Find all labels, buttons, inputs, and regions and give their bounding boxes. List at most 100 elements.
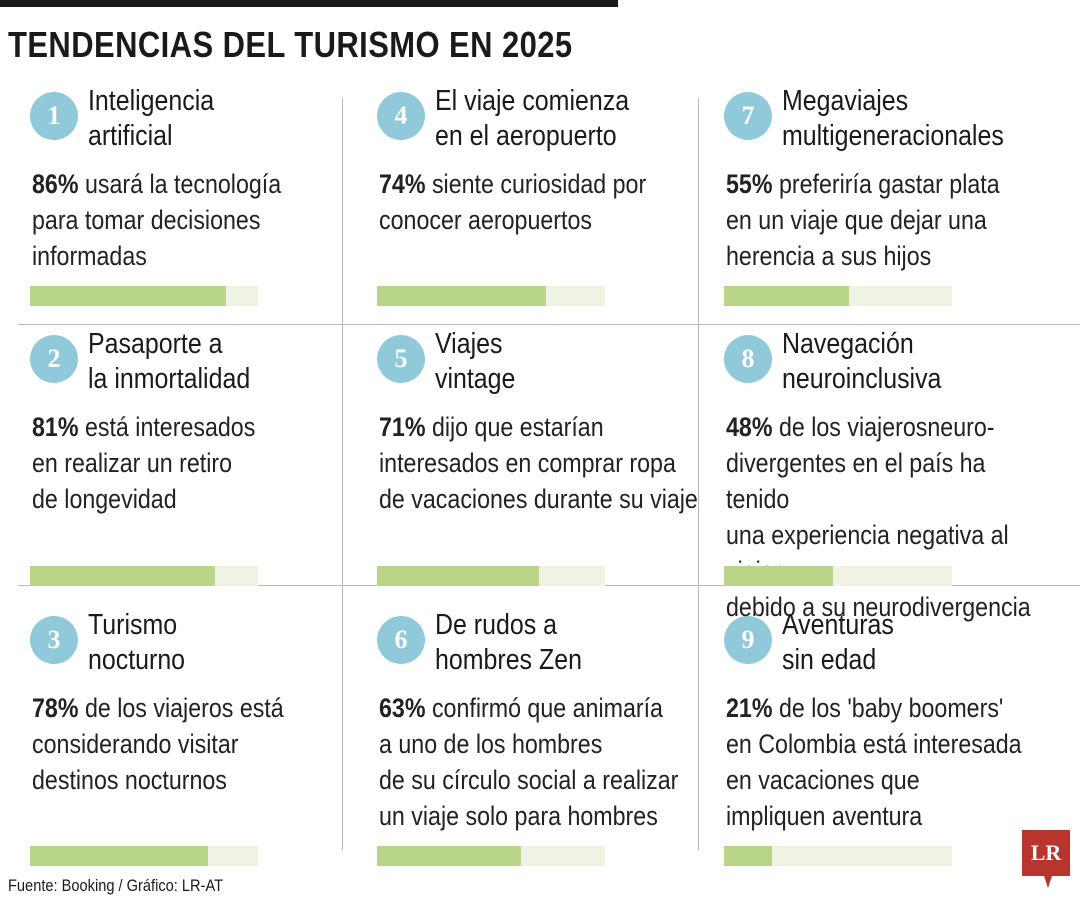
- trend-title-line: sin edad: [782, 644, 877, 676]
- trend-description-text: está interesados: [84, 412, 256, 442]
- trend-number-badge: 8: [724, 335, 772, 383]
- trend-description-line: debido a su neurodivergencia: [726, 592, 1031, 622]
- trend-description-line: 48% de los viajerosneuro-: [726, 409, 1053, 445]
- trend-title: Navegación neuroinclusiva: [782, 327, 1040, 397]
- trend-percent-label: 71%: [379, 412, 426, 442]
- trend-description-text: dijo que estarían: [431, 412, 604, 442]
- trend-description-line: 81% está interesados: [32, 409, 359, 445]
- trend-description-text: de los viajeros está: [84, 693, 284, 723]
- trend-description-line: de su círculo social a realizar: [379, 765, 679, 795]
- trend-description-line: a uno de los hombres: [379, 729, 603, 759]
- trend-bar: [724, 566, 833, 586]
- trend-description-line: conocer aeropuertos: [379, 205, 592, 235]
- trend-description: 74% siente curiosidad por conocer aeropue…: [379, 166, 706, 238]
- trend-bar: [30, 286, 226, 306]
- trend-bar: [377, 286, 546, 306]
- trend-title-line: hombres Zen: [435, 644, 582, 676]
- trend-percent-label: 81%: [32, 412, 79, 442]
- trend-title-line: Inteligencia: [88, 85, 215, 117]
- trend-bar-track: [724, 286, 952, 306]
- trend-description-line: 21% de los 'baby boomers': [726, 690, 1053, 726]
- trend-description: 78% de los viajeros está considerando vis…: [32, 690, 359, 798]
- trend-title-line: De rudos a: [435, 609, 557, 641]
- trend-bar-track: [30, 846, 258, 866]
- column-divider-2: [698, 98, 699, 850]
- trend-description-line: destinos nocturnos: [32, 765, 227, 795]
- trend-bar-track: [377, 566, 605, 586]
- trend-description-line: de vacaciones durante su viaje: [379, 484, 698, 514]
- trend-description-line: interesados en comprar ropa: [379, 448, 676, 478]
- trend-description-line: para tomar decisiones: [32, 205, 261, 235]
- trend-description-line: una experiencia negativa al viajar: [726, 520, 1009, 586]
- trend-description-text: usará la tecnología: [84, 169, 282, 199]
- trend-number-badge: 1: [30, 92, 78, 140]
- trend-description: 21% de los 'baby boomers' en Colombia est…: [726, 690, 1053, 834]
- trend-number-badge: 5: [377, 335, 425, 383]
- trend-description-line: 55% preferiría gastar plata: [726, 166, 1053, 202]
- trend-bar: [724, 846, 772, 866]
- trend-percent-label: 86%: [32, 169, 79, 199]
- trend-description: 86% usará la tecnología para tomar decisi…: [32, 166, 359, 274]
- trend-number-badge: 9: [724, 616, 772, 664]
- trend-percent-label: 21%: [726, 693, 773, 723]
- trend-bar-track: [377, 846, 605, 866]
- trend-description-text: preferiría gastar plata: [778, 169, 1000, 199]
- trend-title-line: en el aeropuerto: [435, 120, 617, 152]
- column-divider-1: [342, 98, 343, 850]
- trend-description-line: un viaje solo para hombres: [379, 801, 658, 831]
- trend-title: Turismo nocturno: [88, 608, 346, 678]
- trend-number-badge: 3: [30, 616, 78, 664]
- trend-description-line: considerando visitar: [32, 729, 239, 759]
- trend-title: Inteligencia artificial: [88, 84, 346, 154]
- trend-percent-label: 74%: [379, 169, 426, 199]
- trend-title-line: artificial: [88, 120, 173, 152]
- trend-title-line: neuroinclusiva: [782, 363, 942, 395]
- trend-description-text: confirmó que animaría: [431, 693, 663, 723]
- trend-title: Aventuras sin edad: [782, 608, 1040, 678]
- trend-description-line: impliquen aventura: [726, 801, 923, 831]
- trend-title-line: Pasaporte a: [88, 328, 223, 360]
- lr-logo-shape: [1022, 830, 1070, 888]
- trend-description: 63% confirmó que animaría a uno de los ho…: [379, 690, 706, 834]
- trend-title-line: Viajes: [435, 328, 503, 360]
- trend-description: 55% preferiría gastar plata en un viaje q…: [726, 166, 1053, 274]
- trend-title-line: multigeneracionales: [782, 120, 1004, 152]
- trend-percent-label: 63%: [379, 693, 426, 723]
- trend-percent-label: 78%: [32, 693, 79, 723]
- trend-title: Viajes vintage: [435, 327, 693, 397]
- trend-bar-track: [724, 566, 952, 586]
- trend-description-line: 71% dijo que estarían: [379, 409, 706, 445]
- trend-description-text: de los viajerosneuro-: [778, 412, 995, 442]
- trend-title-line: Navegación: [782, 328, 914, 360]
- top-rule: [0, 0, 618, 7]
- trend-description-line: en Colombia está interesada: [726, 729, 1022, 759]
- trend-bar: [30, 566, 215, 586]
- trend-number-badge: 2: [30, 335, 78, 383]
- trend-bar: [377, 566, 539, 586]
- trend-title-line: Aventuras: [782, 609, 894, 641]
- trend-percent-label: 55%: [726, 169, 773, 199]
- trend-bar-track: [724, 846, 952, 866]
- trend-description: 81% está interesados en realizar un retir…: [32, 409, 359, 517]
- trend-number-badge: 7: [724, 92, 772, 140]
- trend-description-line: en un viaje que dejar una: [726, 205, 987, 235]
- trend-description-text: siente curiosidad por: [431, 169, 647, 199]
- trend-bar-track: [30, 286, 258, 306]
- row-divider-1: [18, 324, 1080, 325]
- trend-description-line: divergentes en el país ha tenido: [726, 448, 986, 514]
- trend-title-line: nocturno: [88, 644, 186, 676]
- trend-title-line: El viaje comienza: [435, 85, 630, 117]
- trend-title-line: Turismo: [88, 609, 178, 641]
- trend-description: 48% de los viajerosneuro-divergentes en …: [726, 409, 1053, 625]
- trend-bar: [377, 846, 521, 866]
- trend-number-badge: 4: [377, 92, 425, 140]
- lr-logo-text: LR: [1031, 840, 1063, 865]
- trend-description-line: informadas: [32, 241, 147, 271]
- trend-description-line: 63% confirmó que animaría: [379, 690, 706, 726]
- trend-bar-track: [377, 286, 605, 306]
- trend-description: 71% dijo que estarían interesados en comp…: [379, 409, 706, 517]
- trend-title-line: la inmortalidad: [88, 363, 251, 395]
- trend-description-line: de longevidad: [32, 484, 177, 514]
- trend-description-line: 74% siente curiosidad por: [379, 166, 706, 202]
- chart-title: TENDENCIAS DEL TURISMO EN 2025: [8, 24, 573, 65]
